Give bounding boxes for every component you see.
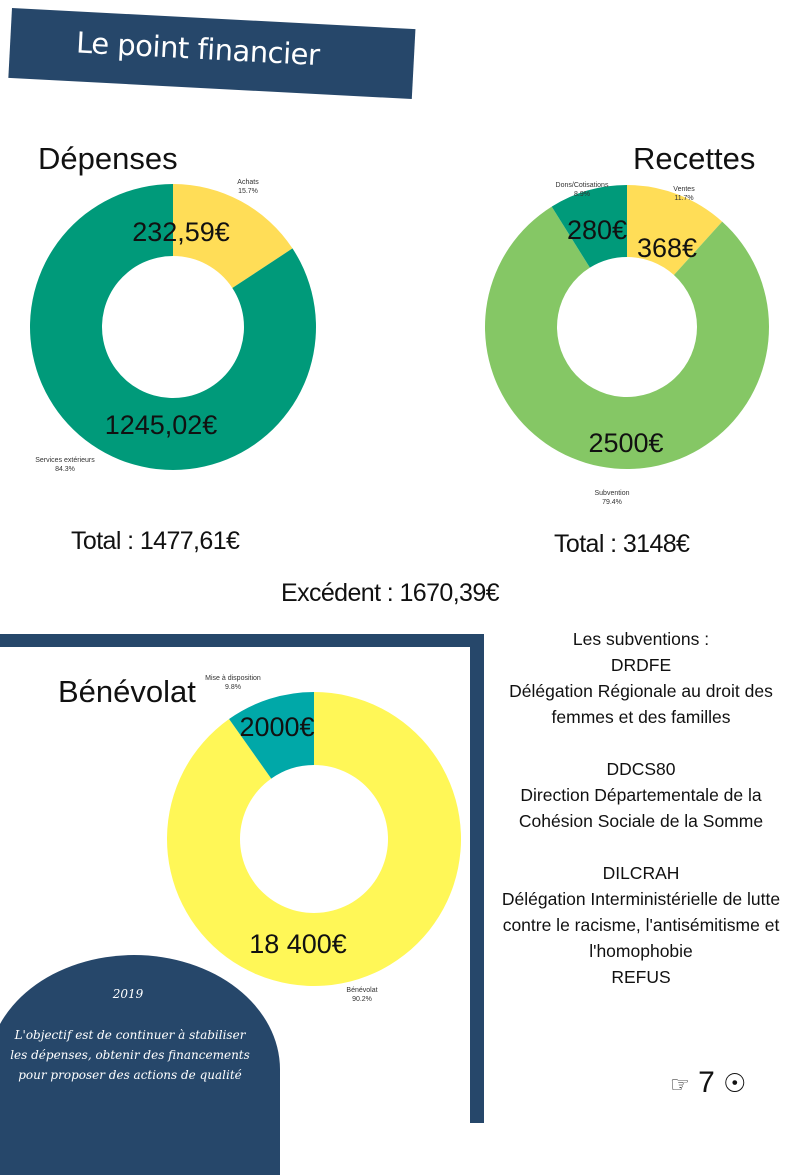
slice-percent-label: 9.8%: [225, 684, 241, 691]
slice-value-label: 368€: [637, 233, 697, 263]
recettes-total: Total : 3148€: [554, 530, 690, 558]
subventions-line: DILCRAH: [602, 863, 680, 883]
donut-slice: [627, 185, 723, 276]
donut-slice: [551, 185, 627, 268]
slice-percent-label: 15.7%: [238, 188, 258, 195]
donut-slice: [229, 692, 314, 779]
slice-category-label: Bénévolat: [346, 987, 377, 994]
slice-value-label: 280€: [567, 215, 627, 245]
donut-slice: [29, 184, 316, 470]
slice-value-label: 18 400€: [249, 929, 347, 959]
subventions-line: Les subventions :: [572, 629, 710, 649]
recettes-heading: Recettes: [633, 141, 756, 176]
goal-text: L'objectif est de continuer à stabiliser…: [10, 1028, 250, 1082]
page-footer: ☞ 7 ☉: [670, 1066, 746, 1100]
subventions-line: DDCS80: [606, 759, 676, 779]
benevolat-heading: Bénévolat: [58, 674, 196, 709]
benevolat-frame-right: [470, 634, 484, 1123]
slice-category-label: Subvention: [594, 490, 629, 497]
slice-percent-label: 79.4%: [602, 499, 622, 506]
slice-category-label: Achats: [237, 179, 259, 186]
slice-percent-label: 8.9%: [574, 191, 590, 198]
depenses-heading: Dépenses: [38, 141, 178, 176]
subventions-line: REFUS: [611, 967, 671, 987]
excedent-total: Excédent : 1670,39€: [281, 579, 500, 607]
slice-value-label: 232,59€: [132, 217, 230, 247]
subventions-line: DRDFE: [610, 655, 672, 675]
slice-value-label: 2500€: [588, 428, 663, 458]
page-title: Le point financier: [75, 25, 321, 73]
benevolat-frame-top: [0, 634, 484, 647]
subventions-line: [494, 730, 788, 756]
subventions-line: Direction Départementale de la Cohésion …: [518, 785, 764, 831]
donut-slice: [485, 206, 769, 469]
goal-year: 2019: [112, 987, 144, 1001]
pointing-hand-icon: ☞: [670, 1073, 690, 1098]
subventions-line: Délégation Interministérielle de lutte c…: [501, 889, 781, 961]
title-banner: Le point financier: [8, 8, 416, 100]
donut-slice: [166, 692, 462, 986]
slice-category-label: Mise à disposition: [205, 675, 261, 682]
subventions-line: [494, 834, 788, 860]
donut-slice: [173, 184, 293, 288]
slice-percent-label: 90.2%: [352, 996, 372, 1003]
page-number: 7: [698, 1066, 715, 1099]
goal-circle: 2019 L'objectif est de continuer à stabi…: [0, 955, 280, 1175]
subventions-line: Délégation Régionale au droit des femmes…: [509, 681, 773, 727]
slice-category-label: Services extérieurs: [35, 457, 95, 464]
sun-circle-icon: ☉: [723, 1069, 747, 1099]
slice-category-label: Dons/Cotisations: [556, 182, 609, 189]
subventions-text: Les subventions : DRDFE Délégation Régio…: [494, 626, 788, 990]
benevolat-donut-chart: 18 400€ Bénévolat 90.2% 2000€ Mise à disposi…: [166, 675, 462, 1003]
slice-percent-label: 11.7%: [674, 195, 693, 202]
slice-value-label: 1245,02€: [105, 410, 218, 440]
slice-category-label: Ventes: [673, 186, 695, 193]
depenses-total: Total : 1477,61€: [71, 527, 240, 555]
recettes-donut-chart: 368€ Ventes 11.7% 2500€ Subvention 79.4% 280€ D…: [485, 182, 769, 506]
depenses-donut-chart: 232,59€ Achats 15.7% 1245,02€ Services extér…: [29, 179, 316, 473]
slice-value-label: 2000€: [239, 712, 314, 742]
slice-percent-label: 84.3%: [55, 466, 75, 473]
